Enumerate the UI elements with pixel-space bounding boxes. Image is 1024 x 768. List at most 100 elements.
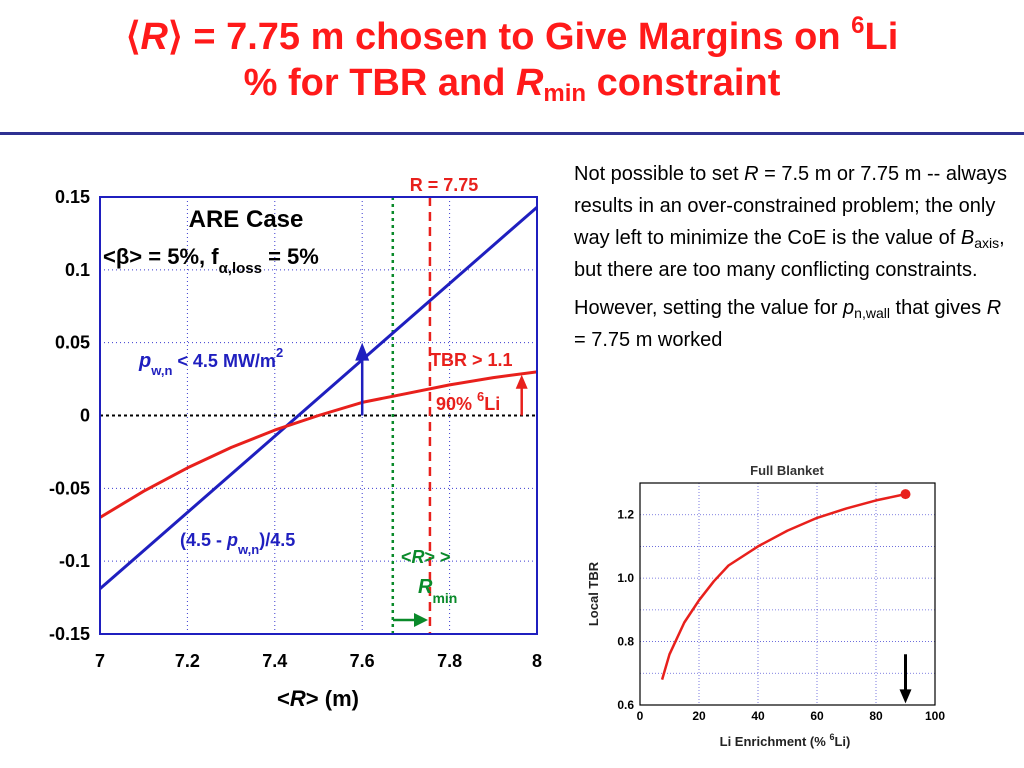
case-alpha-loss-sub: α,loss — [219, 260, 262, 277]
inset-x-tick-label: 20 — [692, 709, 706, 723]
title-divider — [0, 132, 1024, 135]
rmin-sub: min — [432, 590, 457, 606]
case-falpha-eq: = 5% — [262, 244, 319, 269]
inset-x-tick-label: 80 — [869, 709, 883, 723]
note-1-baxis: B — [960, 227, 975, 249]
tbr-constraint-label: TBR > 1.1 — [430, 350, 513, 370]
eq-p: p — [226, 530, 238, 550]
tbr-margin-curve — [100, 370, 537, 519]
inset-y-tick-label: 0.6 — [617, 698, 634, 712]
pwn-p: p — [138, 350, 151, 372]
case-parameters: <β> = 5%, fα,loss = 5% — [103, 244, 319, 277]
inset-y-axis-label: Local TBR — [586, 561, 601, 626]
inset-title: Full Blanket — [750, 463, 824, 478]
title-sub-min: min — [543, 80, 587, 107]
note-2-r: R — [986, 297, 1002, 319]
curve-end-marker — [900, 489, 911, 500]
xlabel-r: R — [290, 686, 306, 711]
red-margin-arrow-head — [515, 374, 528, 389]
note-2-b: that gives — [889, 297, 987, 319]
inset-chart: Full Blanket 0 20 40 60 80 100 0.6 0.8 1.0 1.2 Lo… — [586, 463, 945, 749]
notes-panel: Not possible to set R = 7.5 m or 7.75 m … — [574, 158, 1014, 362]
blue-line-equation: (4.5 - pw,n)/4.5 — [180, 530, 295, 557]
eq-close: )/4.5 — [259, 530, 295, 550]
xlabel-lt: < — [277, 686, 290, 711]
main-x-tick-label: 7.2 — [175, 651, 200, 671]
inset-grid — [640, 483, 935, 706]
note-1-c: , but there are too many conflicting con… — [574, 227, 1005, 281]
main-ticks: 7 7.2 7.4 7.6 7.8 8 0.15 0.1 0.05 0 -0.05 -0.1 -0.15 — [49, 187, 542, 671]
li90-label: 90% 6Li — [436, 389, 500, 414]
main-y-tick-label: 0.05 — [55, 333, 90, 353]
inset-x-tick-label: 0 — [637, 709, 644, 723]
pwn-constraint-label: pw,n < 4.5 MW/m2 — [138, 345, 283, 378]
main-y-tick-label: 0.1 — [65, 260, 90, 280]
inset-plot-area — [660, 489, 912, 704]
main-plot-frame — [99, 196, 538, 635]
note-2-sub: n,wall — [854, 305, 890, 321]
main-annotations: R = 7.75 ARE Case <β> = 5%, fα,loss = 5%… — [103, 175, 528, 711]
pwn-text: < 4.5 MW/m — [172, 351, 276, 371]
pwn-sub: w,n — [150, 363, 172, 378]
main-y-tick-label: 0 — [80, 406, 90, 426]
rmin-label-line-1: <R> > — [401, 547, 451, 567]
note-2-a: However, setting the value for — [574, 297, 844, 319]
tbr-enrichment-curve — [660, 492, 906, 680]
enrichment-arrow-head — [899, 689, 912, 704]
inset-xlabel-a: Li Enrichment (% — [720, 734, 830, 749]
rmin-gt: > > — [425, 547, 451, 567]
title-text-2: % for TBR and — [243, 62, 516, 104]
inset-y-tick-label: 1.2 — [617, 508, 634, 522]
case-title: ARE Case — [189, 206, 304, 233]
title-bracket-close: ⟩ — [167, 16, 183, 58]
pwn-sup: 2 — [276, 345, 283, 360]
main-chart: 7 7.2 7.4 7.6 7.8 8 0.15 0.1 0.05 0 -0.05 -0.1 -0.15… — [49, 175, 542, 711]
title-text-3: constraint — [586, 62, 781, 104]
main-x-tick-label: 7 — [95, 651, 105, 671]
case-lt: < — [103, 244, 116, 269]
slide-title: ⟨R⟩ = 7.75 m chosen to Give Margins on 6… — [0, 14, 1024, 106]
rmin-arrow-head — [414, 613, 428, 627]
li90-li: Li — [484, 394, 500, 414]
inset-y-tick-label: 0.8 — [617, 635, 634, 649]
inset-x-tick-label: 60 — [810, 709, 824, 723]
main-x-tick-label: 7.6 — [350, 651, 375, 671]
main-plot-area — [100, 197, 537, 634]
note-1-axis-sub: axis — [974, 235, 1000, 251]
title-text-li: Li — [864, 16, 899, 58]
title-r: R — [140, 16, 168, 58]
note-1-a: Not possible to set — [574, 163, 745, 185]
inset-plot-frame — [639, 482, 936, 706]
note-paragraph-1: Not possible to set R = 7.5 m or 7.75 m … — [574, 158, 1014, 286]
title-text-1: = 7.75 m chosen to Give Margins on — [182, 16, 852, 58]
note-1-b: = 7.5 m or 7.75 m -- always results in a… — [574, 163, 1007, 249]
case-beta-eq: > = 5%, f — [129, 244, 219, 269]
rmin-lt: < — [401, 547, 412, 567]
inset-y-tick-label: 1.0 — [617, 571, 634, 585]
inset-xlabel-b: Li) — [834, 734, 850, 749]
li90-sup: 6 — [477, 389, 484, 404]
note-2-c: = 7.75 m worked — [574, 329, 723, 351]
rmin-label-line-2: Rmin — [418, 576, 457, 606]
li90-pct: 90% — [436, 394, 477, 414]
main-y-tick-label: -0.15 — [49, 624, 90, 644]
main-x-tick-label: 7.4 — [262, 651, 287, 671]
inset-xlabel-sup: 6 — [829, 732, 834, 742]
main-x-tick-label: 7.8 — [437, 651, 462, 671]
main-x-tick-label: 8 — [532, 651, 542, 671]
inset-x-tick-label: 40 — [751, 709, 765, 723]
rmin-r: R — [412, 547, 425, 567]
pwn-margin-line — [100, 206, 537, 590]
inset-x-axis-label: Li Enrichment (% 6Li) — [720, 732, 851, 749]
main-y-tick-label: -0.05 — [49, 478, 90, 498]
inset-x-tick-label: 100 — [925, 709, 945, 723]
note-paragraph-2: However, setting the value for pn,wall t… — [574, 292, 1014, 356]
inset-ticks: 0 20 40 60 80 100 0.6 0.8 1.0 1.2 — [617, 508, 945, 723]
note-2-p: p — [843, 297, 855, 319]
eq-sub: w,n — [237, 542, 259, 557]
blue-margin-arrow-head — [355, 342, 370, 361]
note-1-r: R — [744, 163, 759, 185]
r-775-label: R = 7.75 — [410, 175, 479, 195]
title-r-min: R — [515, 62, 544, 104]
eq-open: (4.5 - — [180, 530, 227, 550]
